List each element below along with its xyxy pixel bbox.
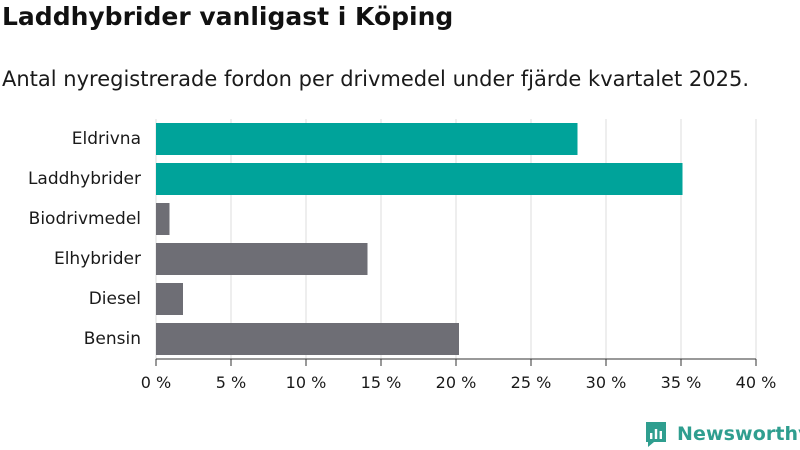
x-tick-label: 10 % <box>286 373 327 392</box>
bar-diesel <box>156 283 183 315</box>
x-tick-label: 15 % <box>361 373 402 392</box>
x-tick-label: 35 % <box>661 373 702 392</box>
category-label: Laddhybrider <box>28 169 141 189</box>
x-tick-label: 30 % <box>586 373 627 392</box>
x-tick-label: 20 % <box>436 373 477 392</box>
bar-eldrivna <box>156 123 578 155</box>
brand-logo: Newsworthy <box>644 420 800 448</box>
x-tick-label: 40 % <box>736 373 777 392</box>
bar-biodrivmedel <box>156 203 170 235</box>
bar-bensin <box>156 323 459 355</box>
bar-elhybrider <box>156 243 368 275</box>
category-label: Biodrivmedel <box>29 209 141 229</box>
brand-name: Newsworthy <box>677 423 800 445</box>
category-label: Eldrivna <box>72 129 141 149</box>
category-label: Diesel <box>89 289 141 309</box>
bar-laddhybrider <box>156 163 683 195</box>
chart-subtitle: Antal nyregistrerade fordon per drivmede… <box>2 67 750 91</box>
chart-title: Laddhybrider vanligast i Köping <box>2 2 454 31</box>
newsworthy-logo-icon <box>646 422 666 447</box>
x-tick-label: 25 % <box>511 373 552 392</box>
category-label: Bensin <box>84 329 141 349</box>
x-tick-label: 0 % <box>141 373 171 392</box>
x-tick-label: 5 % <box>216 373 246 392</box>
category-label: Elhybrider <box>54 249 141 269</box>
